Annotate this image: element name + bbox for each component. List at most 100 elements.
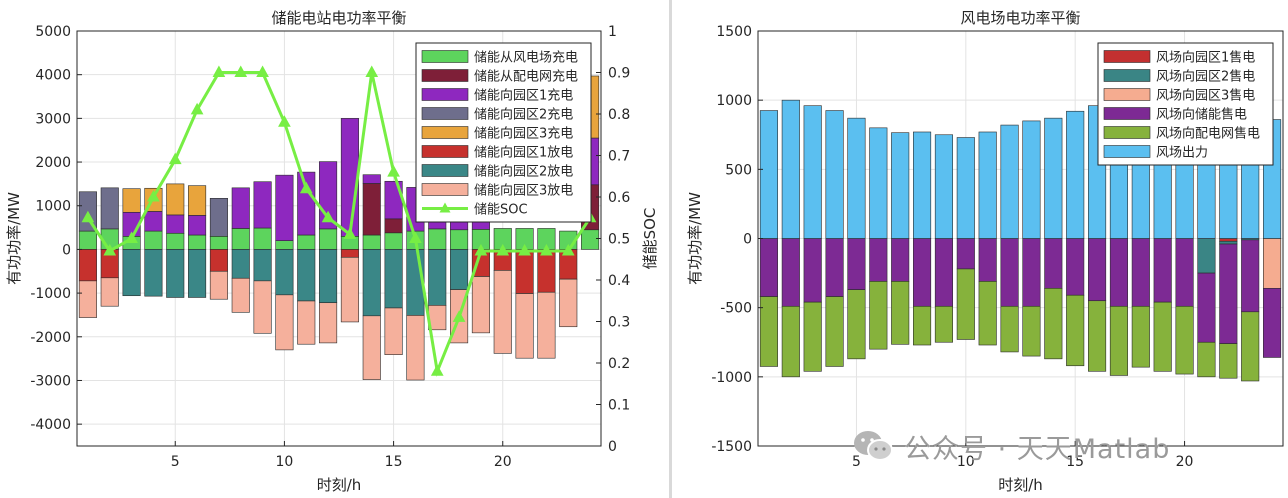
xtick-label: 5: [171, 454, 180, 470]
legend-label: 储能向园区1放电: [474, 145, 573, 161]
ylabel-right: 储能SOC: [641, 208, 659, 270]
legend-label: 风场向园区3售电: [1156, 88, 1255, 104]
soc-point-16: [409, 231, 422, 243]
bar-1-s2-h14: [362, 183, 381, 236]
bar-2-s5-h16: [1088, 300, 1107, 372]
bar-1-s8-h8: [231, 277, 250, 313]
bar-2-s2-h22: [1219, 240, 1238, 245]
wechat-icon: [854, 431, 893, 461]
bar-1-s7-h3: [122, 249, 141, 297]
bar-2-s4-h3: [803, 238, 822, 303]
legend-swatch: [421, 145, 469, 158]
ytick-label: 0: [743, 232, 752, 248]
bar-1-s6-h7: [209, 249, 228, 272]
legend-swatch: [421, 126, 469, 139]
bar-2-s5-h18: [1131, 305, 1150, 368]
bar-1-s3-h6: [188, 215, 207, 236]
legend-swatch: [421, 69, 469, 82]
legend-swatch: [421, 164, 469, 177]
soc-point-12: [321, 210, 335, 223]
bar-1-s6-h21: [515, 249, 534, 294]
legend: 风场向园区1售电风场向园区2售电风场向园区3售电风场向储能售电风场向配电网售电风…: [1097, 42, 1274, 166]
bar-1-s6-h22: [537, 249, 556, 293]
bar-1-s1-h10: [275, 240, 294, 250]
legend-box: [1097, 42, 1274, 166]
bar-2-s6-h8: [913, 131, 932, 239]
bar-2-s4-h24: [1263, 287, 1282, 358]
ytick-right-label: 0.8: [608, 107, 630, 123]
legend-swatch: [1103, 69, 1151, 82]
xtick-label: 5: [852, 454, 861, 470]
bar-1-s3-h11: [297, 171, 316, 236]
ylabel: 有功功率/MW: [5, 192, 23, 285]
bar-2-s6-h10: [956, 137, 975, 239]
xtick-label: 15: [1066, 454, 1084, 470]
bar-1-s8-h20: [493, 270, 512, 354]
xtick-label: 15: [385, 454, 403, 470]
bar-2-s4-h16: [1088, 238, 1107, 302]
bar-1-s8-h12: [319, 302, 338, 344]
xtick-label: 10: [957, 454, 975, 470]
bar-1-s1-h9: [253, 227, 272, 250]
ylabel: 有功功率/MW: [686, 192, 704, 285]
bar-1-s8-h23: [559, 278, 578, 328]
legend-swatch: [421, 50, 469, 63]
legend-label: 储能向园区3充电: [474, 126, 573, 142]
bar-1-s8-h10: [275, 294, 294, 351]
legend-swatch-marker: [439, 202, 451, 213]
bar-2-s5-h21: [1197, 341, 1216, 378]
bar-2-s4-h8: [913, 238, 932, 307]
bar-2-s6-h14: [1044, 117, 1063, 239]
ytick-right-label: 0.6: [608, 190, 630, 206]
bar-1-s7-h12: [319, 249, 338, 304]
soc-point-2: [103, 243, 117, 256]
bar-2-s4-h9: [934, 238, 953, 307]
legend-label: 储能向园区1充电: [474, 88, 573, 104]
bar-1-s6-h1: [78, 249, 97, 282]
ytick-label: 4000: [35, 68, 71, 84]
bar-2-s5-h9: [934, 305, 953, 343]
legend-swatch: [421, 88, 469, 101]
legend-label: 储能向园区2充电: [474, 107, 573, 123]
bar-2-s4-h23: [1241, 239, 1260, 313]
bar-1-s6-h13: [340, 249, 359, 258]
bar-2-s4-h21: [1197, 272, 1216, 343]
ytick-label: -1000: [711, 370, 752, 386]
bar-2-s6-h13: [1022, 120, 1041, 239]
bar-2-s5-h11: [978, 281, 997, 346]
bar-1-s1-h14: [362, 234, 381, 250]
legend-label: 储能向园区2放电: [474, 164, 573, 180]
bar-1-s8-h16: [406, 315, 425, 381]
ytick-label: 500: [725, 162, 752, 178]
bar-1-s1-h6: [188, 234, 207, 250]
legend-swatch: [1103, 126, 1151, 139]
bar-1-s8-h2: [100, 277, 119, 307]
legend-label: 储能从配电网充电: [474, 69, 578, 85]
chart-title: 储能电站电功率平衡: [271, 9, 406, 27]
ytick-label: 5000: [35, 24, 71, 40]
bar-2-s6-h11: [978, 131, 997, 239]
bar-2-s5-h20: [1175, 305, 1194, 375]
legend-label: 风场向储能售电: [1156, 107, 1247, 123]
bar-1-s3-h4: [144, 211, 163, 232]
soc-point-15: [387, 165, 400, 177]
bar-1-s2-h15: [384, 218, 403, 234]
bar-2-s4-h17: [1109, 238, 1128, 307]
soc-point-22: [540, 243, 553, 256]
soc-point-3: [125, 231, 138, 243]
soc-point-8: [234, 65, 248, 77]
bar-2-s5-h2: [781, 305, 800, 378]
legend-label: 风场向园区1售电: [1156, 50, 1255, 66]
soc-point-19: [474, 243, 488, 256]
legend-label: 储能从风电场充电: [474, 50, 578, 66]
bar-1-s8-h7: [209, 270, 228, 300]
legend-label: 储能SOC: [474, 203, 528, 218]
bar-2-s4-h7: [891, 238, 910, 282]
bar-2-s2-h21: [1197, 238, 1216, 274]
legend-swatch: [421, 107, 469, 120]
bar-2-s4-h12: [1000, 238, 1019, 307]
bar-1-s5-h6: [188, 185, 207, 216]
legend-swatch: [1103, 107, 1151, 120]
bar-1-s1-h7: [209, 236, 228, 250]
